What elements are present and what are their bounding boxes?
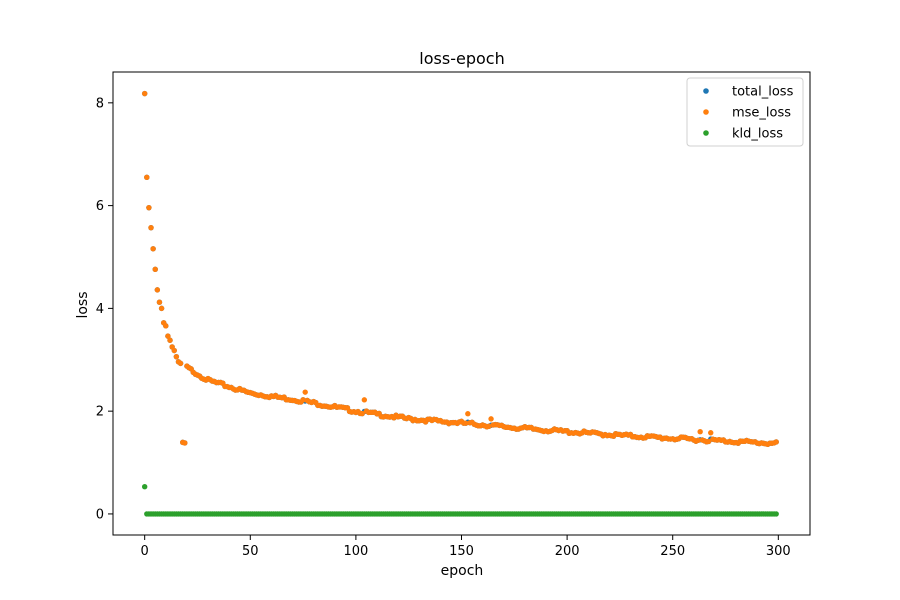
legend: total_loss mse_loss kld_loss — [686, 77, 804, 147]
data-point — [154, 287, 161, 293]
data-point — [146, 204, 152, 211]
series-mse-loss — [141, 90, 779, 448]
y-tick-label: 2 — [96, 405, 104, 420]
legend-marker — [703, 88, 709, 94]
chart-title: loss-epoch — [419, 49, 504, 68]
x-tick-label: 200 — [555, 544, 580, 559]
data-point — [705, 438, 712, 445]
data-point — [144, 174, 150, 181]
data-point — [152, 266, 158, 273]
data-point — [488, 416, 494, 422]
data-point — [171, 347, 177, 354]
data-point — [158, 305, 165, 312]
data-point — [182, 440, 188, 446]
y-tick-label: 0 — [96, 507, 104, 522]
y-tick-label: 6 — [96, 199, 104, 214]
legend-marker — [703, 130, 709, 136]
y-tick-label: 8 — [96, 96, 104, 111]
data-point — [465, 411, 471, 417]
data-point — [148, 225, 154, 231]
legend-entry-label: mse_loss — [732, 106, 791, 121]
y-axis-ticks: 0 2 4 6 8 — [96, 96, 113, 522]
data-point — [697, 429, 703, 435]
x-axis-label: epoch — [441, 563, 484, 579]
data-point — [163, 323, 169, 329]
legend-entry-label: kld_loss — [732, 127, 783, 142]
data-point — [150, 246, 156, 252]
data-point — [173, 353, 180, 360]
legend-box — [686, 77, 804, 147]
data-point — [695, 437, 701, 444]
data-point — [486, 423, 492, 429]
data-point — [177, 360, 184, 367]
data-point — [302, 389, 308, 395]
legend-entry-label: total_loss — [732, 85, 794, 100]
data-point — [300, 397, 306, 403]
x-tick-label: 150 — [449, 544, 474, 559]
x-tick-label: 250 — [660, 544, 685, 559]
legend-marker — [703, 109, 709, 115]
x-tick-label: 50 — [242, 544, 259, 559]
series-kld-loss — [141, 483, 779, 517]
data-point — [773, 511, 779, 517]
x-tick-label: 0 — [141, 544, 149, 559]
series-total-loss — [141, 90, 779, 448]
x-axis-ticks: 0 50 100 150 200 250 300 — [141, 535, 791, 559]
data-point — [141, 90, 148, 97]
x-tick-label: 300 — [766, 544, 791, 559]
y-axis-label: loss — [75, 291, 91, 318]
y-tick-label: 4 — [96, 302, 104, 317]
data-points — [141, 90, 779, 517]
data-point — [359, 410, 365, 417]
data-point — [156, 299, 163, 305]
x-tick-label: 100 — [343, 544, 368, 559]
data-point — [165, 333, 171, 339]
data-point — [361, 397, 368, 403]
data-point — [167, 337, 173, 343]
data-point — [141, 483, 148, 490]
data-point — [773, 439, 779, 445]
data-point — [708, 430, 714, 436]
data-point — [463, 420, 469, 426]
